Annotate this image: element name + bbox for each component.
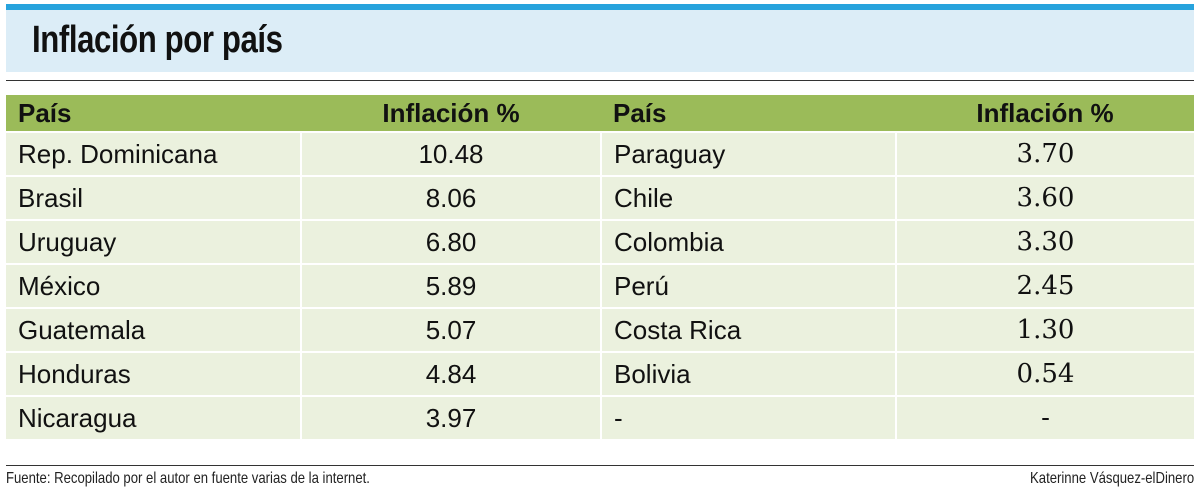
country-cell: Bolivia (600, 351, 896, 396)
inflation-cell: 10.48 (300, 131, 601, 176)
source-note: Fuente: Recopilado por el autor en fuent… (6, 470, 370, 487)
inflation-cell: 6.80 (300, 219, 601, 264)
inflation-cell: 8.06 (300, 175, 601, 220)
inflation-table: País Inflación % País Inflación % Rep. D… (6, 95, 1194, 439)
country-cell: - (600, 395, 896, 439)
inflation-cell: 3.30 (895, 219, 1194, 264)
table-row: Rep. Dominicana 10.48 Paraguay 3.70 (6, 131, 1194, 176)
inflation-cell: 5.89 (300, 263, 601, 308)
top-accent-rule (6, 4, 1194, 10)
header-country-right: País (601, 95, 896, 132)
header-inflation-right: Inflación % (896, 95, 1194, 132)
table-row: Guatemala 5.07 Costa Rica 1.30 (6, 307, 1194, 352)
country-cell: Brasil (6, 175, 301, 220)
inflation-cell: 3.97 (300, 395, 601, 439)
country-cell: Guatemala (6, 307, 301, 352)
table-row: Brasil 8.06 Chile 3.60 (6, 175, 1194, 220)
inflation-cell: 0.54 (895, 351, 1194, 396)
table-row: Honduras 4.84 Bolivia 0.54 (6, 351, 1194, 396)
page-title: Inflación por país (32, 19, 283, 61)
footer-divider (6, 465, 1194, 466)
inflation-cell: - (895, 395, 1194, 439)
country-cell: Chile (600, 175, 896, 220)
inflation-cell: 4.84 (300, 351, 601, 396)
header-country-left: País (6, 95, 301, 132)
inflation-cell: 5.07 (300, 307, 601, 352)
inflation-cell: 3.70 (895, 131, 1194, 176)
country-cell: Uruguay (6, 219, 301, 264)
table-row: México 5.89 Perú 2.45 (6, 263, 1194, 308)
author-credit: Katerinne Vásquez-elDinero (1029, 470, 1194, 487)
title-band (6, 10, 1194, 72)
title-divider (6, 80, 1194, 81)
inflation-cell: 2.45 (895, 263, 1194, 308)
country-cell: Colombia (600, 219, 896, 264)
country-cell: Costa Rica (600, 307, 896, 352)
inflation-cell: 1.30 (895, 307, 1194, 352)
country-cell: Nicaragua (6, 395, 301, 439)
header-inflation-left: Inflación % (301, 95, 601, 132)
table-header-row: País Inflación % País Inflación % (6, 95, 1194, 132)
country-cell: Rep. Dominicana (6, 131, 301, 176)
country-cell: México (6, 263, 301, 308)
table-row: Nicaragua 3.97 - - (6, 395, 1194, 439)
country-cell: Perú (600, 263, 896, 308)
table-row: Uruguay 6.80 Colombia 3.30 (6, 219, 1194, 264)
country-cell: Paraguay (600, 131, 896, 176)
inflation-cell: 3.60 (895, 175, 1194, 220)
country-cell: Honduras (6, 351, 301, 396)
